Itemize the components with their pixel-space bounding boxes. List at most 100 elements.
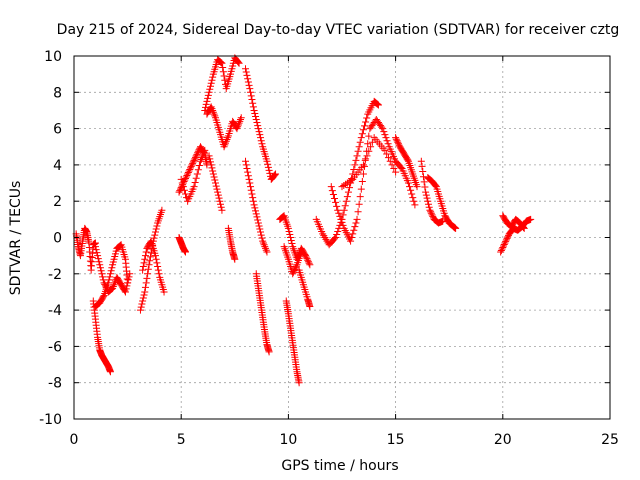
data-point [154, 263, 162, 271]
data-point [208, 76, 216, 84]
data-point [355, 143, 363, 151]
data-point [330, 194, 338, 202]
data-point [365, 147, 373, 155]
data-point [500, 240, 508, 248]
data-point [336, 212, 344, 220]
data-point [358, 130, 366, 138]
data-point [357, 134, 365, 142]
data-point [242, 157, 250, 165]
data-point [358, 178, 366, 186]
data-point [304, 258, 312, 266]
data-point [426, 206, 434, 214]
data-point [256, 225, 264, 233]
x-tick-label: 0 [70, 432, 79, 448]
data-point [292, 262, 300, 270]
data-point [244, 168, 252, 176]
data-point [404, 156, 412, 164]
data-point [302, 253, 310, 261]
data-point [428, 211, 436, 219]
data-point [210, 173, 218, 181]
data-point [242, 65, 250, 73]
data-point [212, 182, 220, 190]
data-point [175, 188, 183, 196]
data-point [342, 197, 350, 205]
data-point [384, 140, 392, 148]
data-point [503, 234, 511, 242]
series-arc-6 [139, 237, 168, 296]
data-point [224, 134, 232, 142]
x-axis-label: GPS time / hours [281, 458, 398, 474]
data-point [101, 282, 109, 290]
data-point [520, 224, 528, 232]
data-point [242, 161, 250, 169]
data-point [250, 106, 258, 114]
data-point [237, 114, 245, 122]
data-point [144, 270, 152, 278]
data-point [394, 138, 402, 146]
data-point [302, 252, 310, 260]
data-point [356, 138, 364, 146]
data-point [201, 103, 209, 111]
data-point [265, 166, 273, 174]
data-point [393, 137, 401, 145]
data-point [257, 231, 265, 239]
data-point [356, 193, 364, 201]
data-point [333, 230, 341, 238]
data-point [152, 225, 160, 233]
data-point [502, 236, 510, 244]
series-arc-4 [91, 243, 134, 296]
data-point [99, 293, 107, 301]
data-point [378, 123, 386, 131]
data-point [329, 191, 337, 199]
data-point [407, 186, 415, 194]
data-point [406, 183, 414, 191]
data-point [342, 180, 350, 188]
y-axis-label: SDTVAR / TECUs [8, 181, 24, 296]
data-point [139, 263, 147, 271]
data-point [361, 122, 369, 130]
data-point [203, 97, 211, 105]
data-point [182, 173, 190, 181]
data-points [72, 54, 535, 387]
data-point [141, 288, 149, 296]
data-point [186, 165, 194, 173]
data-point [270, 172, 278, 180]
data-point [94, 252, 102, 260]
data-point [210, 110, 218, 118]
data-point [185, 167, 193, 175]
data-point [259, 239, 267, 247]
data-point [328, 187, 336, 195]
data-point [141, 255, 149, 263]
data-point [411, 201, 419, 209]
data-point [260, 241, 268, 249]
series-arc-25 [424, 174, 460, 232]
data-point [91, 243, 99, 251]
data-point [187, 162, 195, 170]
data-point [354, 147, 362, 155]
data-point [125, 273, 133, 281]
data-point [110, 281, 118, 289]
data-point [234, 57, 242, 65]
data-point [353, 152, 361, 160]
data-point [237, 116, 245, 124]
data-point [255, 128, 263, 136]
data-point [341, 202, 349, 210]
data-point [207, 82, 215, 90]
data-point [204, 91, 212, 99]
data-point [217, 59, 225, 67]
series-arc-10 [201, 54, 243, 114]
data-point [257, 134, 265, 142]
data-point [235, 119, 243, 127]
data-point [206, 155, 214, 163]
data-point [95, 258, 103, 266]
data-point [205, 152, 213, 160]
data-point [382, 134, 390, 142]
data-point [285, 227, 293, 235]
y-tick-label: -6 [48, 339, 62, 355]
data-point [207, 158, 215, 166]
data-point [194, 166, 202, 174]
data-point [392, 135, 400, 143]
data-point [189, 159, 197, 167]
data-point [146, 253, 154, 261]
data-point [361, 162, 369, 170]
